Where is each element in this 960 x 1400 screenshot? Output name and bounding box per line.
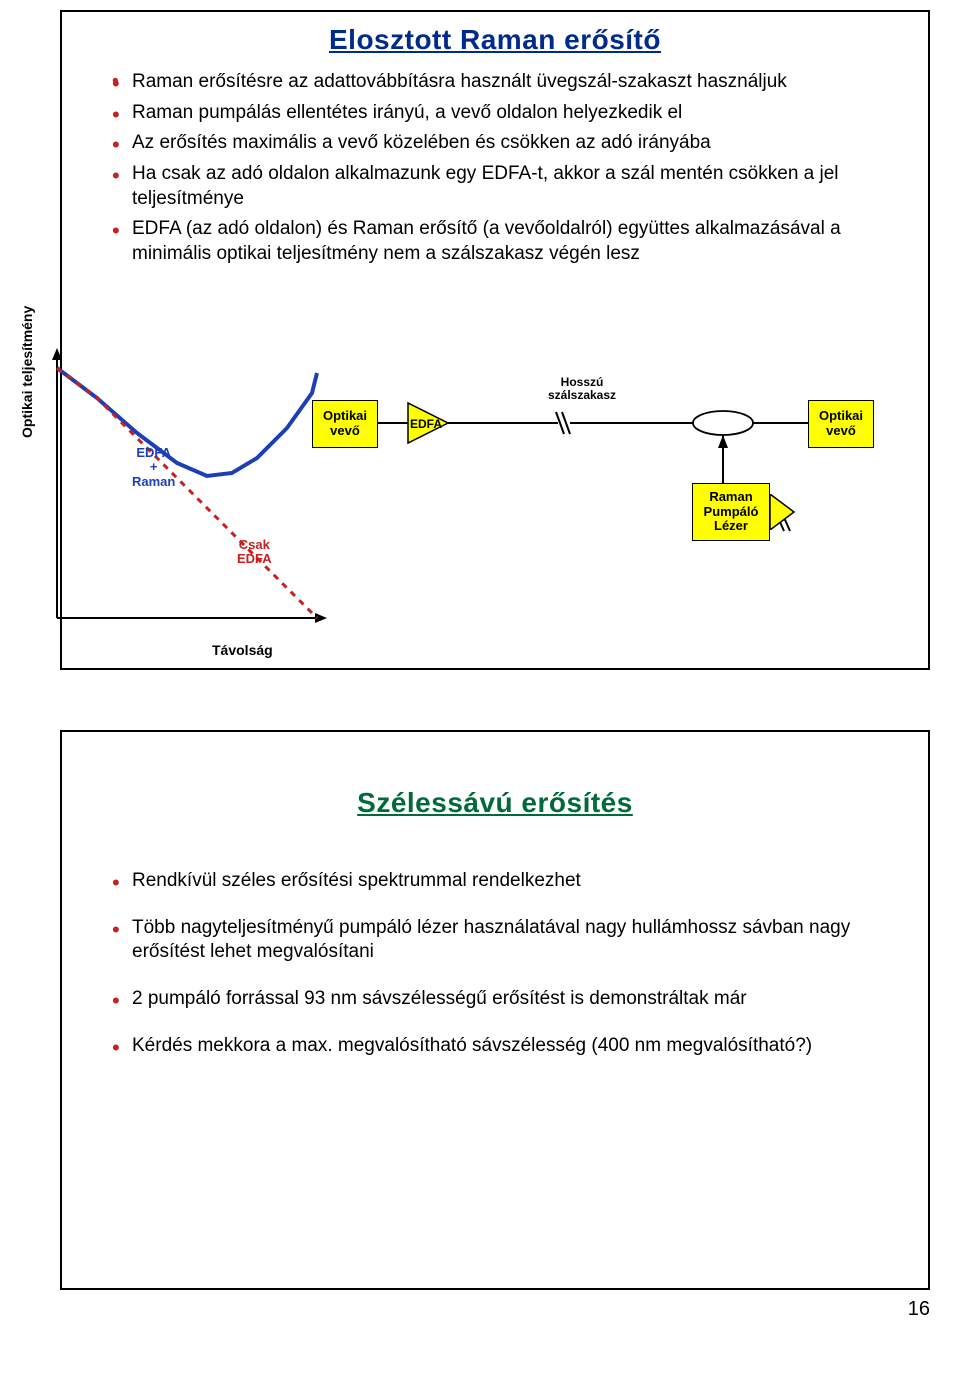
curve-label-csak-edfa: CsakEDFA [237, 538, 272, 567]
bullet-item: •Raman erősítésre az adattovábbításra ha… [112, 70, 898, 95]
x-axis-label: Távolság [212, 642, 273, 658]
bullet-item: Kérdés mekkora a max. megvalósítható sáv… [112, 1034, 868, 1059]
slide-1-panel: Elosztott Raman erősítő •Raman erősítésr… [60, 10, 930, 670]
fiber-label: Hosszúszálszakasz [527, 376, 637, 402]
slide-2-panel: Szélessávú erősítés Rendkívül széles erő… [60, 730, 930, 1290]
bullet-text: Kérdés mekkora a max. megvalósítható sáv… [132, 1035, 812, 1056]
bullet-text: Raman erősítésre az adattovábbításra has… [132, 71, 787, 92]
block-optikai-vevo-left: Optikaivevő [312, 400, 378, 448]
pump-triangle-icon [770, 494, 796, 530]
slide-1-title: Elosztott Raman erősítő [62, 24, 928, 56]
bullet-text: 2 pumpáló forrással 93 nm sávszélességű … [132, 988, 747, 1009]
block-optikai-vevo-right: Optikaivevő [808, 400, 874, 448]
power-distance-chart [42, 348, 327, 628]
curve-label-edfa-raman: EDFA+Raman [132, 446, 175, 489]
bullet-item: Raman pumpálás ellentétes irányú, a vevő… [112, 101, 898, 126]
diagram-area: Optikai teljesítmény Távolság EDFA+Raman… [27, 348, 927, 638]
bullet-text: Ha csak az adó oldalon alkalmazunk egy E… [132, 163, 839, 209]
bullet-text: Az erősítés maximális a vevő közelében é… [132, 132, 711, 153]
bullet-item: Több nagyteljesítményű pumpáló lézer has… [112, 916, 868, 965]
bullet-text: Több nagyteljesítményű pumpáló lézer has… [132, 917, 850, 963]
slide-2-bullet-list: Rendkívül széles erősítési spektrummal r… [62, 869, 928, 1058]
bullet-item: EDFA (az adó oldalon) és Raman erősítő (… [112, 217, 898, 266]
bullet-item: Az erősítés maximális a vevő közelében é… [112, 131, 898, 156]
bullet-item: Rendkívül széles erősítési spektrummal r… [112, 869, 868, 894]
bullet-text: EDFA (az adó oldalon) és Raman erősítő (… [132, 218, 841, 264]
svg-text:EDFA: EDFA [410, 417, 442, 431]
page-number: 16 [60, 1298, 930, 1321]
bullet-item: 2 pumpáló forrással 93 nm sávszélességű … [112, 987, 868, 1012]
y-axis-label: Optikai teljesítmény [19, 306, 35, 438]
slide-2-title: Szélessávú erősítés [62, 787, 928, 819]
bullet-text: Raman pumpálás ellentétes irányú, a vevő… [132, 102, 682, 123]
slide-1-bullet-list: •Raman erősítésre az adattovábbításra ha… [62, 70, 928, 267]
bullet-text: Rendkívül széles erősítési spektrummal r… [132, 870, 581, 891]
bullet-item: Ha csak az adó oldalon alkalmazunk egy E… [112, 162, 898, 211]
block-raman-pump: RamanPumpálóLézer [692, 483, 770, 541]
